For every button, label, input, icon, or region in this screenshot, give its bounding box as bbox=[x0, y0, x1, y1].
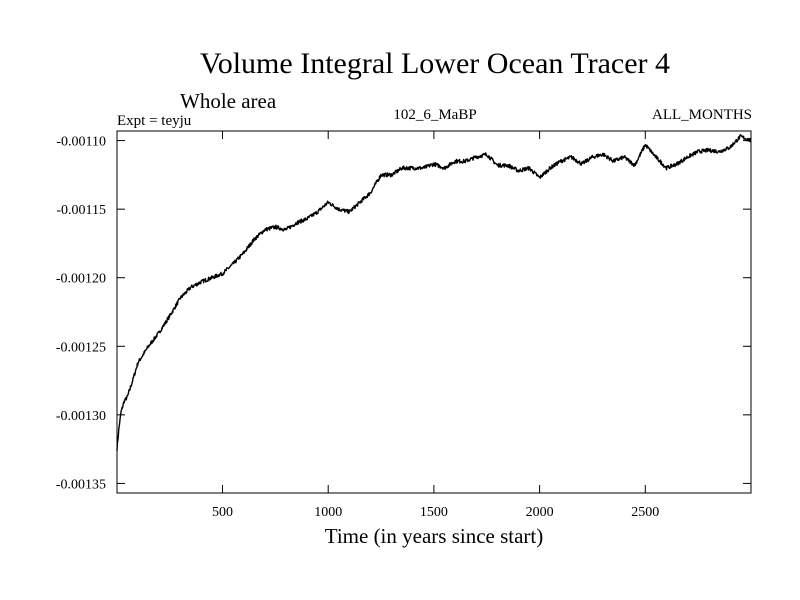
months-label: ALL_MONTHS bbox=[652, 107, 752, 123]
y-tick-label: -0.00120 bbox=[56, 272, 106, 287]
experiment-label: Expt = teyju bbox=[117, 113, 192, 129]
y-tick-label: -0.00125 bbox=[56, 340, 106, 355]
chart-subtitle: Whole area bbox=[180, 89, 277, 113]
y-tick-label: -0.00135 bbox=[56, 477, 106, 492]
plot-frame bbox=[116, 130, 752, 494]
y-axis: -0.00110 -0.00115 -0.00120 -0.00125 -0.00130… bbox=[56, 135, 751, 492]
x-axis: 500 1000 1500 2000 2500 bbox=[212, 131, 659, 520]
y-tick-label: -0.00130 bbox=[56, 409, 106, 424]
y-tick-label: -0.00110 bbox=[56, 135, 106, 150]
run-label: 102_6_MaBP bbox=[393, 107, 476, 123]
y-tick-label: -0.00115 bbox=[56, 203, 106, 218]
x-tick-label: 1000 bbox=[314, 505, 342, 520]
series-line-tracer4 bbox=[116, 134, 752, 452]
chart-title: Volume Integral Lower Ocean Tracer 4 bbox=[200, 47, 670, 80]
x-tick-label: 2500 bbox=[631, 505, 659, 520]
x-tick-label: 500 bbox=[212, 505, 233, 520]
x-tick-label: 1500 bbox=[420, 505, 448, 520]
x-axis-label: Time (in years since start) bbox=[325, 524, 544, 548]
x-tick-label: 2000 bbox=[526, 505, 554, 520]
